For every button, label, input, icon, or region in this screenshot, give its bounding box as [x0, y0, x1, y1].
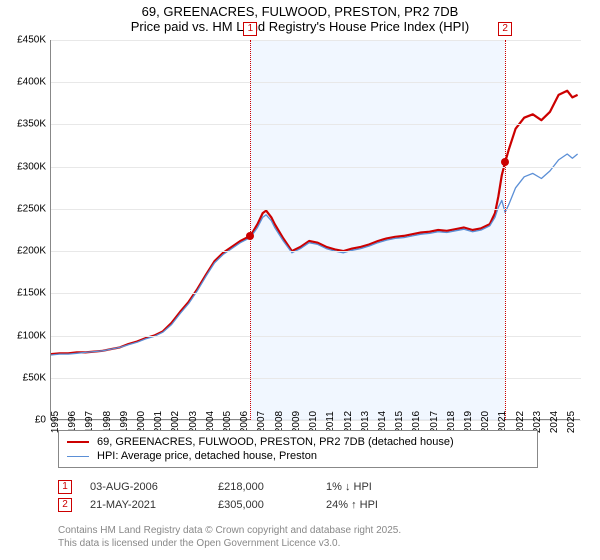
y-axis-label: £100K [17, 330, 46, 341]
sale-price: £305,000 [218, 499, 308, 511]
grid-line [51, 82, 581, 83]
chart-lines [51, 40, 581, 420]
sale-num-box: 1 [58, 480, 72, 494]
x-axis-label: 2024 [549, 411, 560, 433]
y-axis-label: £200K [17, 246, 46, 257]
sale-num-box: 2 [58, 498, 72, 512]
y-axis-label: £150K [17, 288, 46, 299]
sale-dot [246, 232, 254, 240]
sale-row: 1 03-AUG-2006 £218,000 1% ↓ HPI [58, 478, 436, 496]
x-axis-label: 2025 [566, 411, 577, 433]
grid-line [51, 167, 581, 168]
grid-line [51, 378, 581, 379]
grid-line [51, 293, 581, 294]
sale-delta: 24% ↑ HPI [326, 499, 436, 511]
sales-table: 1 03-AUG-2006 £218,000 1% ↓ HPI 2 21-MAY-2021… [58, 478, 436, 514]
sale-row: 2 21-MAY-2021 £305,000 24% ↑ HPI [58, 496, 436, 514]
footnote: Contains HM Land Registry data © Crown c… [58, 524, 401, 550]
sale-marker-label: 1 [243, 22, 257, 36]
plot-region: 12 [50, 40, 580, 420]
y-axis-label: £250K [17, 203, 46, 214]
sale-delta: 1% ↓ HPI [326, 481, 436, 493]
legend-label-1: 69, GREENACRES, FULWOOD, PRESTON, PR2 7D… [97, 436, 454, 448]
y-axis-label: £450K [17, 35, 46, 46]
sale-marker-label: 2 [498, 22, 512, 36]
grid-line [51, 251, 581, 252]
y-axis-label: £300K [17, 161, 46, 172]
legend-swatch-1 [67, 441, 89, 443]
legend-label-2: HPI: Average price, detached house, Pres… [97, 450, 317, 462]
sale-date: 03-AUG-2006 [90, 481, 200, 493]
sale-vline [250, 40, 251, 420]
y-axis-label: £400K [17, 77, 46, 88]
legend-row: HPI: Average price, detached house, Pres… [67, 449, 529, 463]
series-price_paid [51, 91, 578, 354]
chart-area: 12 £0£50K£100K£150K£200K£250K£300K£350K£… [50, 40, 580, 420]
sale-dot [501, 158, 509, 166]
title-line1: 69, GREENACRES, FULWOOD, PRESTON, PR2 7D… [0, 4, 600, 19]
footnote-line1: Contains HM Land Registry data © Crown c… [58, 524, 401, 537]
sale-date: 21-MAY-2021 [90, 499, 200, 511]
legend-swatch-2 [67, 456, 89, 457]
y-axis-label: £350K [17, 119, 46, 130]
y-axis-label: £50K [23, 372, 46, 383]
series-hpi [51, 154, 578, 355]
y-axis-label: £0 [35, 415, 46, 426]
legend-box: 69, GREENACRES, FULWOOD, PRESTON, PR2 7D… [58, 430, 538, 468]
sale-price: £218,000 [218, 481, 308, 493]
footnote-line2: This data is licensed under the Open Gov… [58, 537, 401, 550]
grid-line [51, 40, 581, 41]
grid-line [51, 209, 581, 210]
sale-vline [505, 40, 506, 420]
legend-row: 69, GREENACRES, FULWOOD, PRESTON, PR2 7D… [67, 435, 529, 449]
grid-line [51, 336, 581, 337]
grid-line [51, 124, 581, 125]
